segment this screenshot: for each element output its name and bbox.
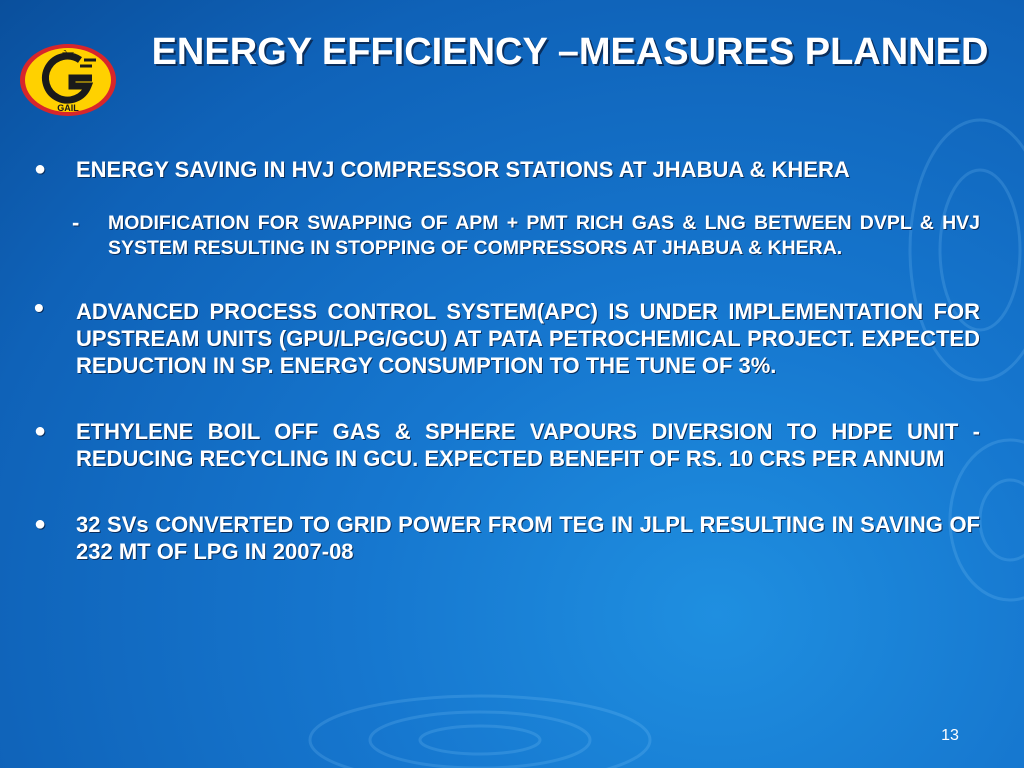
bullet-text: ADVANCED PROCESS CONTROL SYSTEM(APC) IS …	[76, 299, 980, 378]
logo-text-bottom: GAIL	[57, 103, 79, 113]
bullet-text: ENERGY SAVING IN HVJ COMPRESSOR STATIONS…	[76, 157, 850, 182]
bullet-item: ● 32 SVs CONVERTED TO GRID POWER FROM TE…	[30, 511, 980, 565]
bullet-item: ● ENERGY SAVING IN HVJ COMPRESSOR STATIO…	[30, 156, 980, 183]
bullet-marker: ●	[34, 513, 47, 535]
sub-bullet-marker: -	[72, 210, 80, 235]
gail-logo: गेल GAIL	[18, 42, 118, 118]
gail-logo-icon: गेल GAIL	[20, 44, 116, 116]
logo-text-top: गेल	[62, 49, 74, 61]
page-number: 13	[941, 727, 959, 744]
bullet-item: • ADVANCED PROCESS CONTROL SYSTEM(APC) I…	[30, 294, 980, 379]
bullet-marker: ●	[34, 420, 47, 442]
slide-content: ● ENERGY SAVING IN HVJ COMPRESSOR STATIO…	[30, 156, 980, 565]
sub-bullet-item: - MODIFICATION FOR SWAPPING OF APM + PMT…	[30, 210, 980, 260]
bullet-text: ETHYLENE BOIL OFF GAS & SPHERE VAPOURS D…	[76, 419, 980, 471]
bullet-item: ● ETHYLENE BOIL OFF GAS & SPHERE VAPOURS…	[30, 418, 980, 472]
slide-title: ENERGY EFFICIENCY –MEASURES PLANNED	[151, 31, 989, 73]
bullet-marker: •	[34, 292, 44, 323]
sub-bullet-text: MODIFICATION FOR SWAPPING OF APM + PMT R…	[108, 212, 980, 259]
bullet-marker: ●	[34, 158, 47, 180]
bullet-text: 32 SVs CONVERTED TO GRID POWER FROM TEG …	[76, 512, 980, 564]
